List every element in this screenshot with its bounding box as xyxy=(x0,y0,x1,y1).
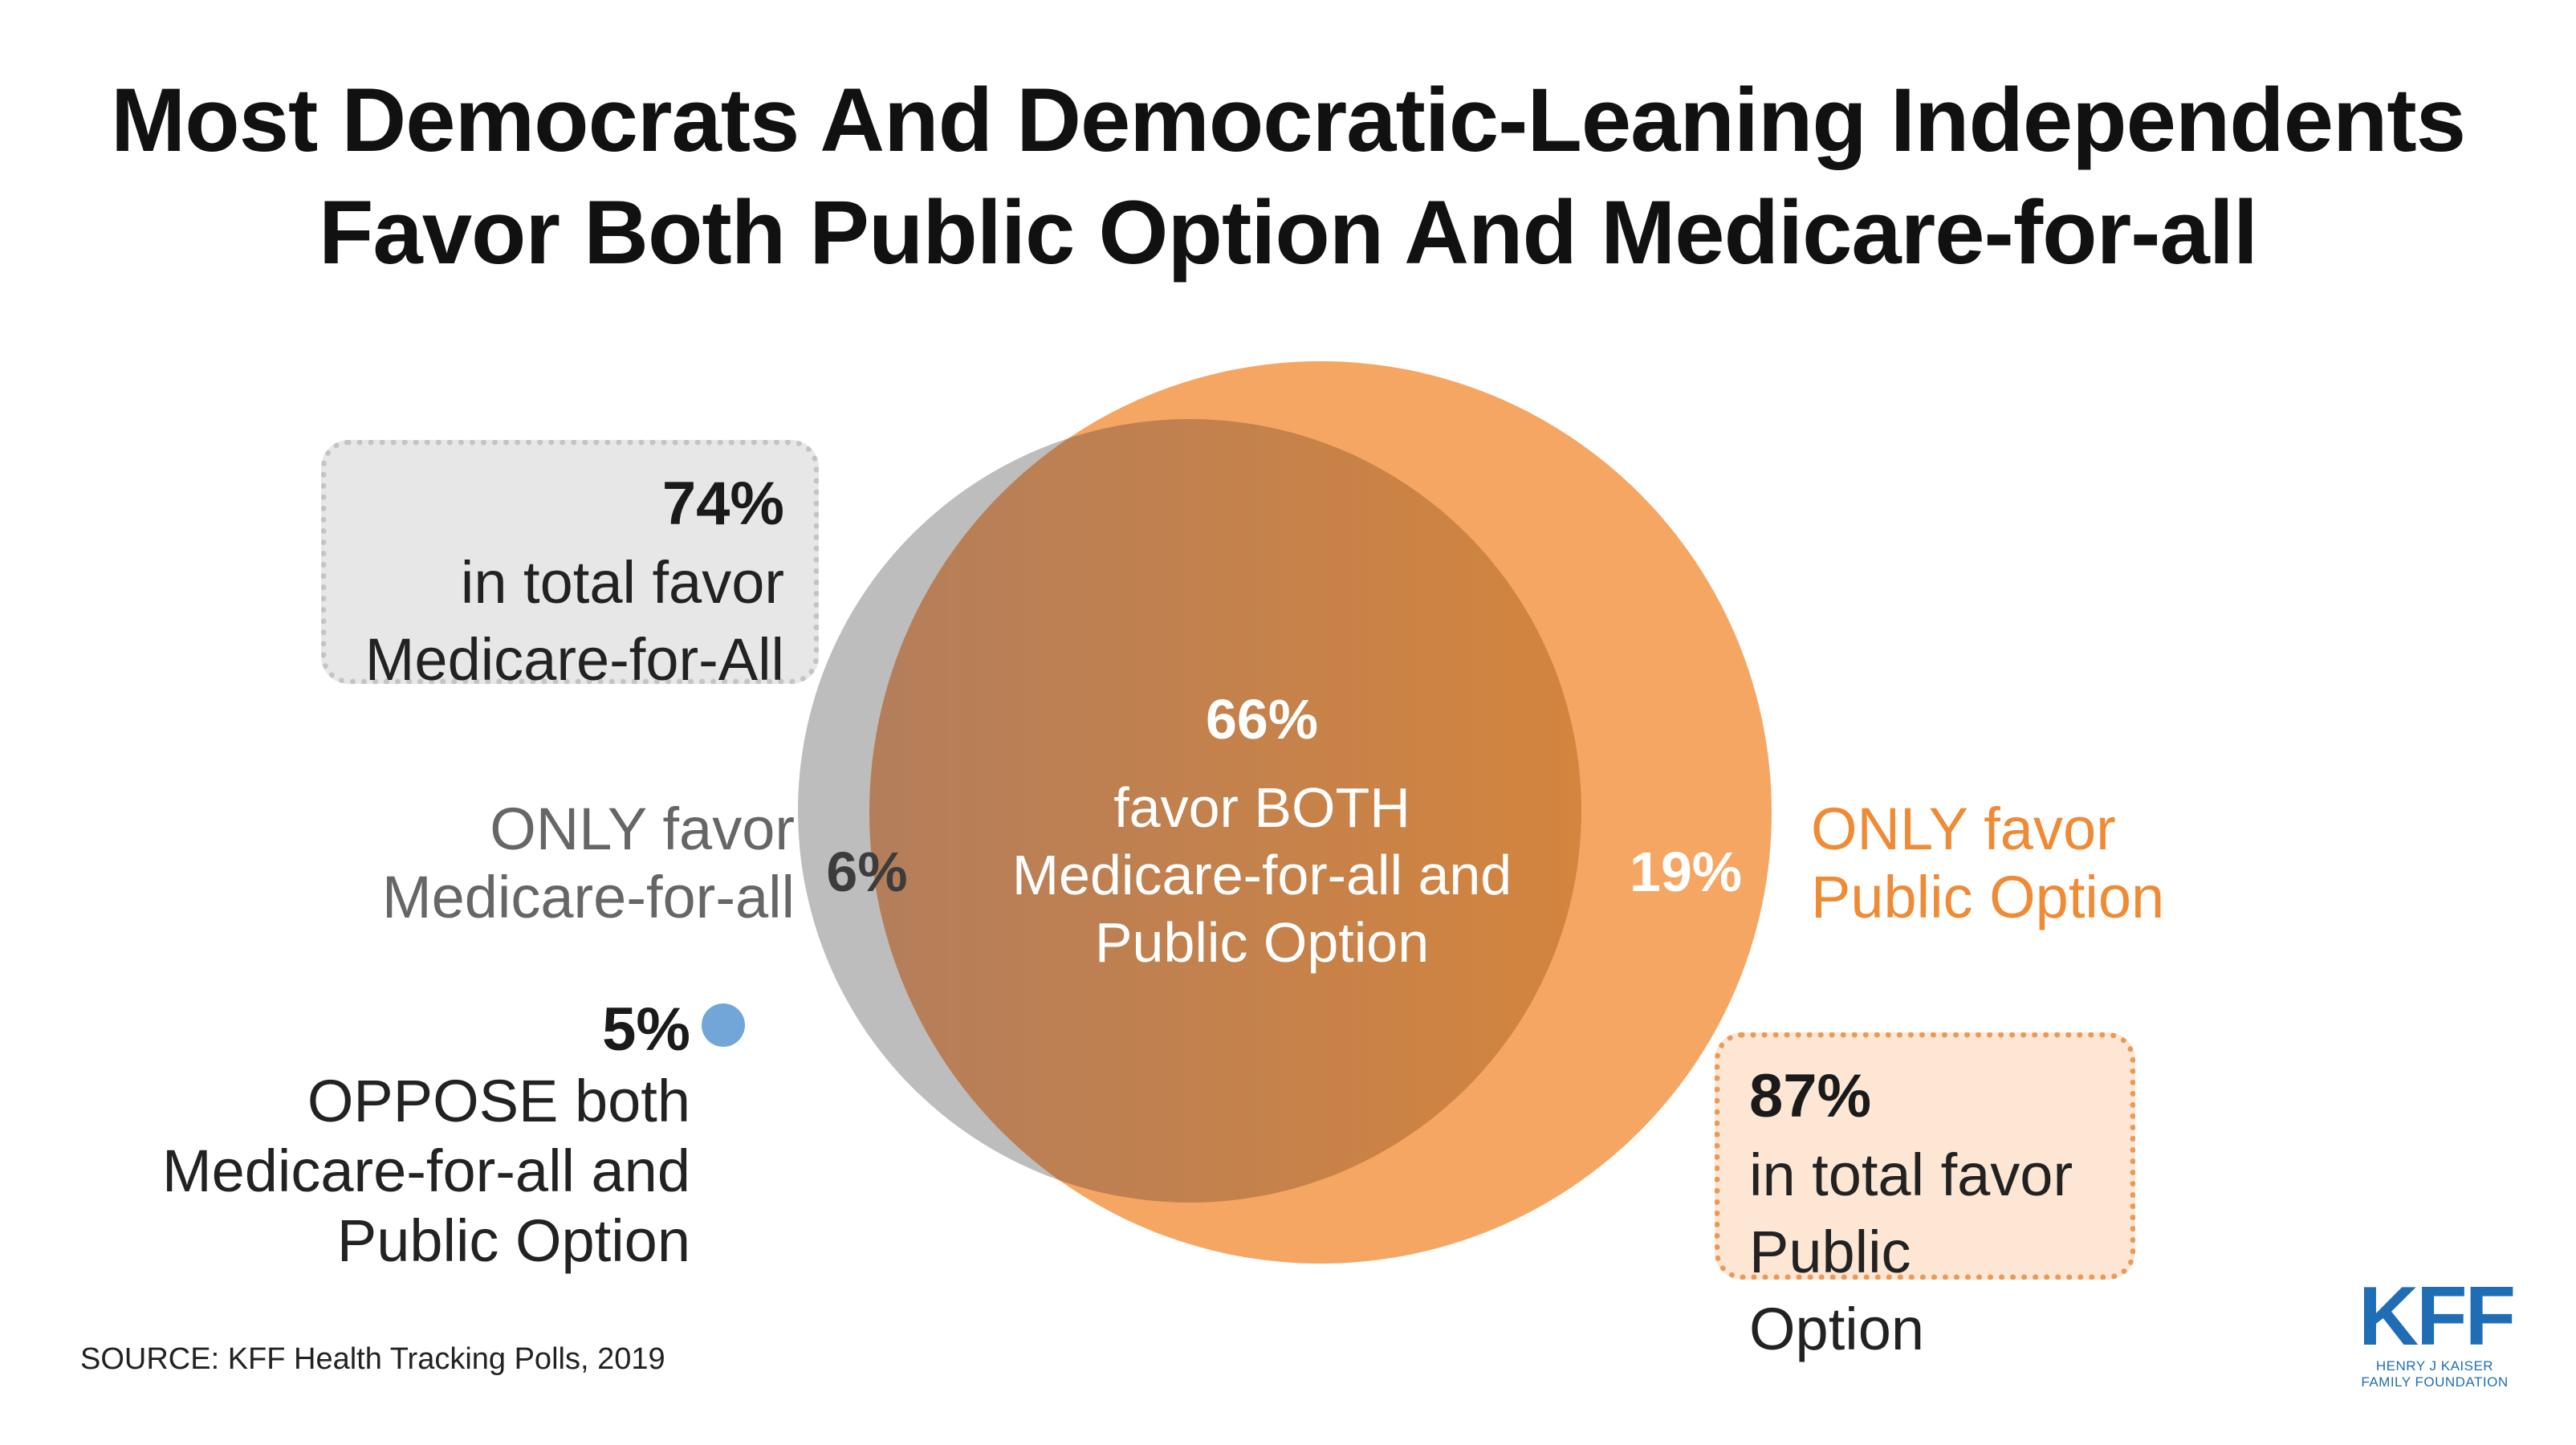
source-note: SOURCE: KFF Health Tracking Polls, 2019 xyxy=(80,1342,665,1376)
only-po-label: ONLY favor Public Option xyxy=(1811,795,2373,931)
overlap-text-line-2: Medicare-for-all and xyxy=(1012,844,1512,906)
oppose-both-dot xyxy=(702,1003,745,1047)
chart-title: Most Democrats And Democratic-Leaning In… xyxy=(0,64,2576,289)
mfa-total-line-1: in total favor xyxy=(460,548,784,616)
po-total-line-2: Public Option xyxy=(1749,1218,1925,1363)
only-mfa-line-1: ONLY favor xyxy=(490,796,795,862)
only-mfa-line-2: Medicare-for-all xyxy=(381,864,795,931)
logo-mark: KFF xyxy=(2358,1270,2516,1363)
oppose-both-label: 5% OPPOSE both Medicare-for-all and Publ… xyxy=(72,994,690,1276)
logo-sub-line-1: HENRY J KAISER xyxy=(2375,1358,2494,1374)
po-total-box: 87% in total favor Public Option xyxy=(1715,1032,2135,1362)
title-line-1: Most Democrats And Democratic-Leaning In… xyxy=(111,70,2466,170)
logo-sub-line-2: FAMILY FOUNDATION xyxy=(2361,1374,2509,1390)
only-po-line-2: Public Option xyxy=(1811,864,2165,931)
mfa-total-box: 74% in total favor Medicare-for-All xyxy=(321,440,819,693)
oppose-pct: 5% xyxy=(602,995,690,1064)
oppose-line-1: OPPOSE both xyxy=(307,1067,690,1134)
only-mfa-pct-label: 6% xyxy=(826,841,907,903)
mfa-total-pct: 74% xyxy=(661,470,784,538)
oppose-line-3: Public Option xyxy=(336,1207,690,1275)
only-mfa-label: ONLY favor Medicare-for-all xyxy=(241,795,795,931)
mfa-total-line-2: Medicare-for-All xyxy=(364,625,784,693)
title-line-2: Favor Both Public Option And Medicare-fo… xyxy=(319,182,2258,283)
overlap-pct-label: 66% xyxy=(1206,688,1318,751)
only-po-pct-label: 19% xyxy=(1630,841,1742,903)
kff-logo: KFF HENRY J KAISER FAMILY FOUNDATION xyxy=(2358,1270,2516,1391)
overlap-text-line-3: Public Option xyxy=(1095,911,1429,974)
only-po-line-1: ONLY favor xyxy=(1811,796,2116,862)
oppose-line-2: Medicare-for-all and xyxy=(161,1137,690,1204)
overlap-text-line-1: favor BOTH xyxy=(1113,776,1410,839)
po-total-line-1: in total favor xyxy=(1749,1141,2073,1208)
po-total-pct: 87% xyxy=(1749,1062,1872,1130)
